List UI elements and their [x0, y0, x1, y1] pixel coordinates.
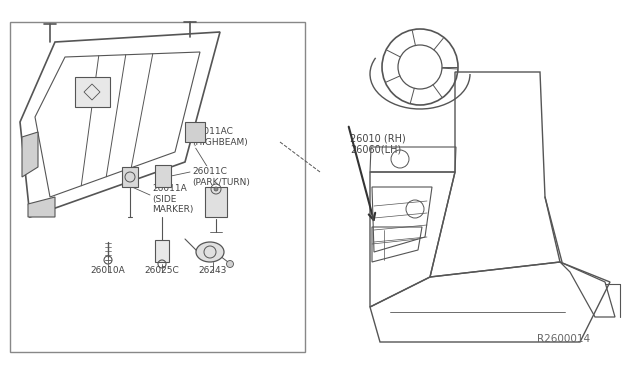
Circle shape	[214, 187, 218, 191]
Bar	[122, 167, 138, 187]
Polygon shape	[185, 122, 205, 142]
Bar	[10, 22, 305, 352]
Text: R2600014: R2600014	[537, 334, 590, 344]
Text: 26011C
(PARK/TURN): 26011C (PARK/TURN)	[192, 167, 250, 187]
Text: 26011AC
(HIGHBEAM): 26011AC (HIGHBEAM)	[192, 127, 248, 147]
Polygon shape	[28, 197, 55, 217]
Text: 26025C: 26025C	[145, 266, 179, 275]
Ellipse shape	[196, 242, 224, 262]
Bar	[205, 187, 227, 217]
Circle shape	[227, 260, 234, 267]
Bar	[155, 240, 169, 262]
Bar	[155, 165, 171, 187]
Text: 26010A: 26010A	[91, 266, 125, 275]
Text: 26011A
(SIDE
MARKER): 26011A (SIDE MARKER)	[152, 184, 193, 214]
Bar	[75, 77, 110, 107]
Polygon shape	[22, 132, 38, 177]
Text: 26243: 26243	[199, 266, 227, 275]
Text: 26010 (RH)
26060(LH): 26010 (RH) 26060(LH)	[350, 133, 406, 155]
